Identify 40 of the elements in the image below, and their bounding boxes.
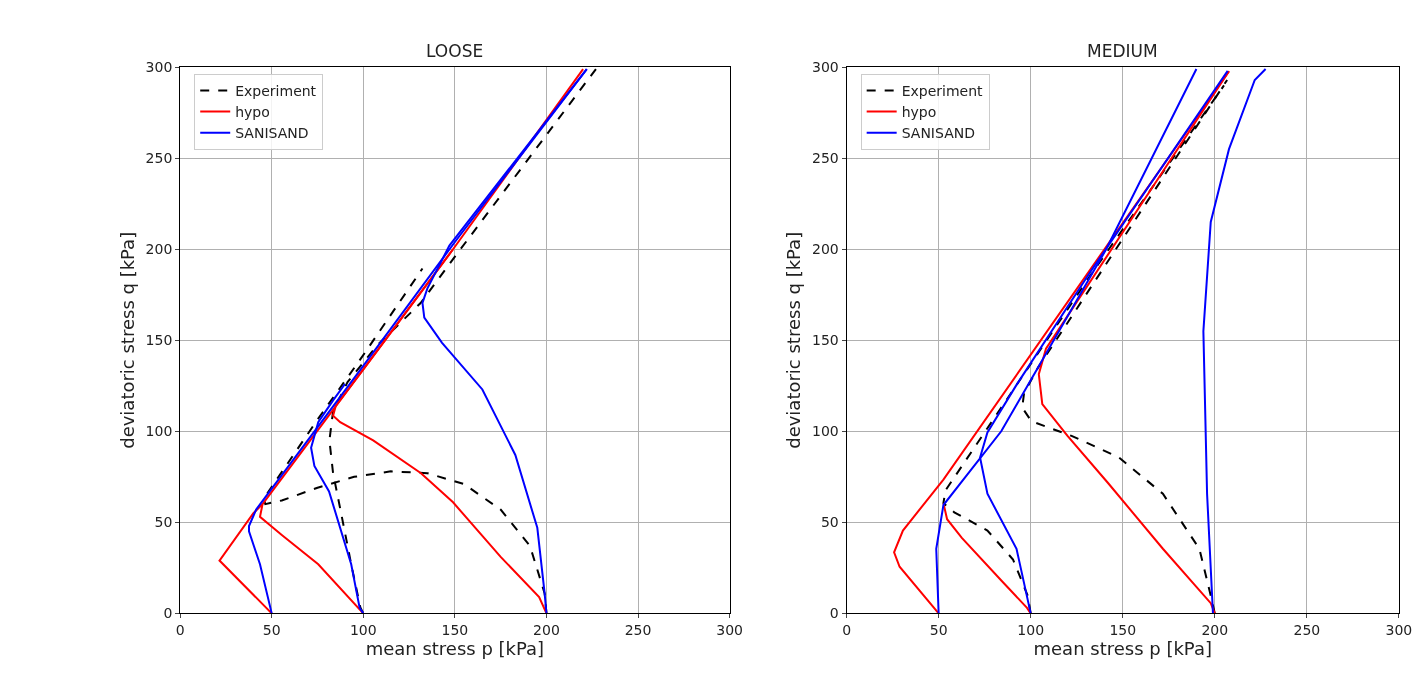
chart-title: MEDIUM xyxy=(1087,41,1158,61)
x-tick-label: 50 xyxy=(929,622,948,639)
x-tick-label: 300 xyxy=(716,622,743,639)
y-tick-label: 300 xyxy=(812,59,839,76)
x-tick-label: 150 xyxy=(441,622,469,639)
legend-label: hypo xyxy=(901,104,937,121)
x-tick-label: 100 xyxy=(349,622,377,639)
legend-label: SANISAND xyxy=(901,125,975,142)
y-axis-title: deviatoric stress q [kPa] xyxy=(116,231,138,449)
legend-label: hypo xyxy=(235,104,270,121)
y-tick-label: 0 xyxy=(163,605,173,622)
x-axis-title: mean stress p [kPa] xyxy=(365,638,545,660)
x-tick-label: 200 xyxy=(533,622,560,639)
y-tick-label: 250 xyxy=(812,150,839,167)
x-tick-label: 300 xyxy=(1385,622,1413,639)
y-tick-label: 150 xyxy=(812,332,839,349)
y-tick-label: 100 xyxy=(145,423,173,440)
y-tick-label: 100 xyxy=(812,423,839,440)
x-axis-title: mean stress p [kPa] xyxy=(1033,638,1212,660)
x-tick-label: 50 xyxy=(262,622,281,639)
y-tick-label: 150 xyxy=(145,332,173,349)
x-tick-label: 200 xyxy=(1201,622,1229,639)
chart-title: LOOSE xyxy=(426,41,484,61)
y-tick-label: 250 xyxy=(145,150,173,167)
legend-label: SANISAND xyxy=(235,125,309,142)
y-axis-title: deviatoric stress q [kPa] xyxy=(783,231,805,449)
y-tick-label: 300 xyxy=(145,59,173,76)
legend-label: Experiment xyxy=(235,82,317,99)
y-tick-label: 0 xyxy=(829,605,839,622)
y-tick-label: 50 xyxy=(820,514,839,531)
x-tick-label: 250 xyxy=(624,622,652,639)
legend-label: Experiment xyxy=(901,82,984,99)
x-tick-label: 100 xyxy=(1017,622,1045,639)
x-tick-label: 150 xyxy=(1109,622,1137,639)
y-tick-label: 200 xyxy=(145,241,173,258)
x-tick-label: 250 xyxy=(1293,622,1321,639)
y-tick-label: 200 xyxy=(812,241,839,258)
x-tick-label: 0 xyxy=(842,622,852,639)
y-tick-label: 50 xyxy=(154,514,173,531)
x-tick-label: 0 xyxy=(175,622,185,639)
